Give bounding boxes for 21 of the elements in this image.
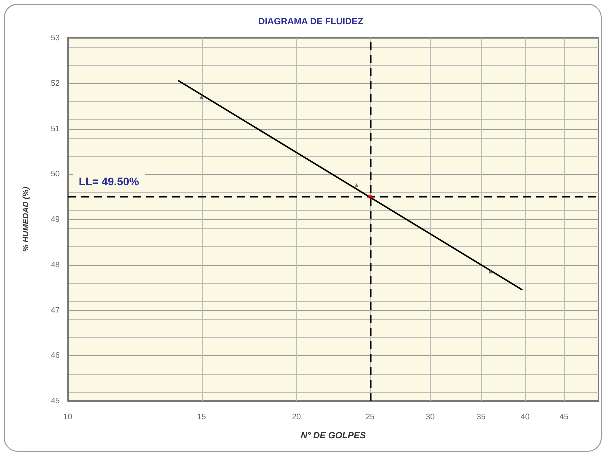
y-tick-label: 47 xyxy=(51,306,61,315)
ref-line-label: LL= 49.50% xyxy=(79,176,140,188)
x-tick-label: 25 xyxy=(366,412,376,422)
y-tick-label: 50 xyxy=(51,170,61,179)
chart-title: DIAGRAMA DE FLUIDEZ xyxy=(258,16,364,26)
y-tick-label: 45 xyxy=(51,396,61,406)
x-tick-label: 45 xyxy=(560,412,570,422)
y-tick-label: 48 xyxy=(51,260,61,270)
x-tick-label: 30 xyxy=(426,412,436,422)
x-tick-label: 35 xyxy=(476,412,486,422)
y-axis-title: % HUMEDAD (%) xyxy=(22,186,30,252)
x-tick-label: 10 xyxy=(64,412,73,422)
y-tick-label: 46 xyxy=(51,351,61,360)
x-tick-label: 15 xyxy=(197,412,207,422)
y-tick-label: 52 xyxy=(51,78,61,88)
y-tick-label: 51 xyxy=(51,124,61,134)
y-tick-label: 53 xyxy=(51,34,61,42)
x-tick-label: 20 xyxy=(292,412,302,422)
x-axis-title: N° DE GOLPES xyxy=(300,430,366,440)
y-tick-label: 49 xyxy=(51,215,61,224)
x-tick-label: 40 xyxy=(520,412,530,422)
